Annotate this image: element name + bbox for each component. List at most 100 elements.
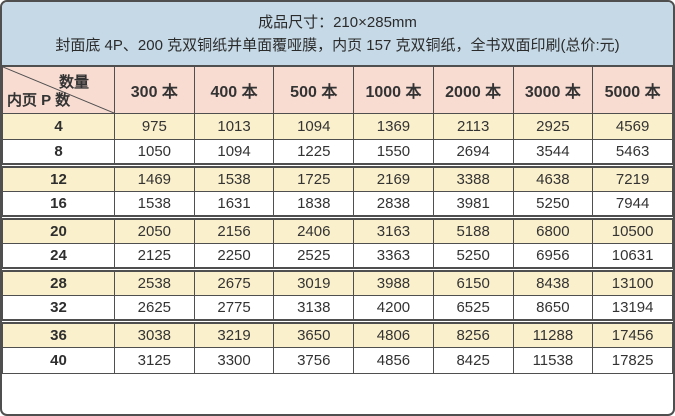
price-cell: 8438 <box>512 269 594 296</box>
table-row: 4 975 1013 1094 1369 2113 2925 4569 <box>2 113 673 140</box>
diagonal-line <box>3 67 114 113</box>
price-cell: 5250 <box>512 191 594 220</box>
pages-count-cell: 24 <box>2 243 115 272</box>
table-header-row: 数量 内页 P 数 300 本 400 本 500 本 1000 本 2000 … <box>2 66 673 114</box>
price-cell: 2125 <box>114 243 195 272</box>
column-header-5000: 5000 本 <box>592 66 673 114</box>
price-cell: 11288 <box>512 321 594 348</box>
price-cell: 2525 <box>273 243 355 272</box>
price-cell: 975 <box>114 113 195 140</box>
price-cell: 7944 <box>592 191 673 220</box>
price-cell: 1369 <box>353 113 434 140</box>
price-cell: 1050 <box>114 139 195 168</box>
price-cell: 1725 <box>273 165 355 192</box>
table-row: 24 2125 2250 2525 3363 5250 6956 10631 <box>2 243 673 272</box>
price-cell: 4569 <box>592 113 673 140</box>
price-cell: 10500 <box>592 217 673 244</box>
price-cell: 4200 <box>353 295 434 324</box>
price-cell: 2156 <box>193 217 275 244</box>
price-cell: 1225 <box>273 139 355 168</box>
price-cell: 4638 <box>512 165 594 192</box>
price-cell: 1631 <box>193 191 275 220</box>
price-cell: 4856 <box>353 347 434 374</box>
price-cell: 3038 <box>114 321 195 348</box>
price-cell: 2625 <box>114 295 195 324</box>
pages-count-cell: 16 <box>2 191 115 220</box>
pages-count-cell: 20 <box>2 217 115 244</box>
table-body: 4 975 1013 1094 1369 2113 2925 4569 8 1050 1094 122… <box>2 113 673 374</box>
column-header-500: 500 本 <box>273 66 355 114</box>
price-cell: 3388 <box>432 165 514 192</box>
price-cell: 2406 <box>273 217 355 244</box>
column-header-3000: 3000 本 <box>512 66 594 114</box>
price-cell: 3163 <box>353 217 434 244</box>
column-header-300: 300 本 <box>114 66 195 114</box>
pages-count-cell: 28 <box>2 269 115 296</box>
sheet-header: 成品尺寸：210×285mm 封面底 4P、200 克双铜纸并单面覆哑膜，内页 … <box>2 2 673 66</box>
pages-count-cell: 36 <box>2 321 115 348</box>
price-cell: 2675 <box>193 269 275 296</box>
table-row: 16 1538 1631 1838 2838 3981 5250 7944 <box>2 191 673 220</box>
price-cell: 1469 <box>114 165 195 192</box>
price-cell: 1538 <box>114 191 195 220</box>
price-cell: 1013 <box>193 113 275 140</box>
price-cell: 6525 <box>432 295 514 324</box>
price-cell: 3219 <box>193 321 275 348</box>
paper-spec-line: 封面底 4P、200 克双铜纸并单面覆哑膜，内页 157 克双铜纸，全书双面印刷… <box>55 37 620 54</box>
price-cell: 7219 <box>592 165 673 192</box>
price-cell: 17825 <box>592 347 673 374</box>
column-header-1000: 1000 本 <box>353 66 434 114</box>
price-cell: 3650 <box>273 321 355 348</box>
price-cell: 4806 <box>353 321 434 348</box>
pages-count-cell: 4 <box>2 113 115 140</box>
column-header-2000: 2000 本 <box>432 66 514 114</box>
price-cell: 8256 <box>432 321 514 348</box>
price-cell: 3019 <box>273 269 355 296</box>
pages-count-cell: 40 <box>2 347 115 374</box>
price-cell: 1838 <box>273 191 355 220</box>
price-cell: 8425 <box>432 347 514 374</box>
price-cell: 2169 <box>353 165 434 192</box>
price-cell: 5250 <box>432 243 514 272</box>
product-size-line: 成品尺寸：210×285mm <box>258 14 417 31</box>
price-cell: 13100 <box>592 269 673 296</box>
corner-cell: 数量 内页 P 数 <box>2 66 115 114</box>
price-cell: 5463 <box>592 139 673 168</box>
price-cell: 6150 <box>432 269 514 296</box>
price-cell: 1550 <box>353 139 434 168</box>
price-cell: 3756 <box>273 347 355 374</box>
price-cell: 2925 <box>512 113 594 140</box>
table-row: 28 2538 2675 3019 3988 6150 8438 13100 <box>2 269 673 296</box>
pages-count-cell: 8 <box>2 139 115 168</box>
table-row: 12 1469 1538 1725 2169 3388 4638 7219 <box>2 165 673 192</box>
price-cell: 3988 <box>353 269 434 296</box>
price-cell: 1094 <box>193 139 275 168</box>
price-cell: 11538 <box>512 347 594 374</box>
price-table: 数量 内页 P 数 300 本 400 本 500 本 1000 本 2000 … <box>2 66 673 374</box>
price-cell: 3981 <box>432 191 514 220</box>
price-cell: 8650 <box>512 295 594 324</box>
price-cell: 3125 <box>114 347 195 374</box>
column-header-400: 400 本 <box>193 66 275 114</box>
price-cell: 1538 <box>193 165 275 192</box>
price-cell: 17456 <box>592 321 673 348</box>
price-cell: 10631 <box>592 243 673 272</box>
price-cell: 6956 <box>512 243 594 272</box>
price-cell: 5188 <box>432 217 514 244</box>
pages-count-cell: 32 <box>2 295 115 324</box>
corner-label-quantity: 数量 <box>58 74 89 91</box>
price-cell: 2113 <box>432 113 514 140</box>
price-cell: 3363 <box>353 243 434 272</box>
price-cell: 3138 <box>273 295 355 324</box>
price-cell: 3544 <box>512 139 594 168</box>
pages-count-cell: 12 <box>2 165 115 192</box>
table-row: 36 3038 3219 3650 4806 8256 11288 17456 <box>2 321 673 348</box>
table-row: 40 3125 3300 3756 4856 8425 11538 17825 <box>2 347 673 374</box>
price-cell: 2775 <box>193 295 275 324</box>
price-cell: 2838 <box>353 191 434 220</box>
price-cell: 2538 <box>114 269 195 296</box>
price-cell: 2050 <box>114 217 195 244</box>
price-cell: 2694 <box>432 139 514 168</box>
price-cell: 2250 <box>193 243 275 272</box>
